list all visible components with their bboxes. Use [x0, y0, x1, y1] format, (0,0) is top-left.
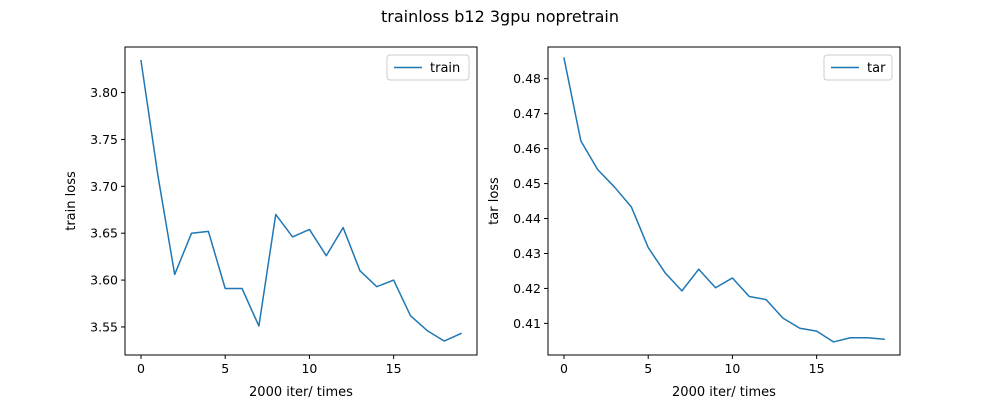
train-axes-frame — [124, 46, 478, 356]
tar-x-tick-label: 0 — [560, 361, 568, 376]
tar-series-line — [563, 57, 885, 343]
train-x-tick-label: 5 — [221, 361, 229, 376]
train-y-tick-label: 3.80 — [90, 85, 118, 100]
train-legend-label: train — [430, 61, 460, 76]
tar-legend: tar — [823, 54, 893, 81]
train-loss-chart: 0 5 10 15 3.55 3.60 3.65 3.70 3.75 3.80 2000 iter/… — [64, 46, 478, 400]
tar-x-tick-label: 15 — [809, 361, 825, 376]
train-y-tick-label: 3.70 — [90, 179, 118, 194]
train-legend: train — [386, 54, 470, 81]
train-x-axis-label: 2000 iter/ times — [249, 385, 353, 400]
tar-x-tick-label: 5 — [644, 361, 652, 376]
tar-y-tick-label: 0.48 — [513, 71, 541, 86]
train-series-line — [140, 59, 462, 342]
figure-suptitle: trainloss b12 3gpu nopretrain — [381, 7, 619, 26]
tar-legend-label: tar — [867, 61, 886, 76]
tar-y-tick-label: 0.43 — [513, 246, 541, 261]
tar-y-tick-label: 0.46 — [513, 141, 541, 156]
train-legend-box — [386, 54, 470, 81]
tar-loss-chart: 0 5 10 15 0.41 0.42 0.43 0.44 0.45 0.46 0.47 0.48 20… — [487, 46, 901, 400]
train-y-tick-label: 3.65 — [90, 226, 118, 241]
train-y-tick-label: 3.55 — [90, 319, 118, 334]
tar-y-tick-label: 0.45 — [513, 176, 541, 191]
train-y-tick-label: 3.60 — [90, 273, 118, 288]
train-y-axis-label: train loss — [64, 171, 79, 231]
tar-y-tick-label: 0.44 — [513, 211, 541, 226]
train-x-tick-label: 15 — [386, 361, 402, 376]
tar-y-tick-label: 0.47 — [513, 106, 541, 121]
train-x-tick-label: 0 — [137, 361, 145, 376]
tar-y-tick-label: 0.41 — [513, 316, 541, 331]
tar-x-tick-label: 10 — [724, 361, 740, 376]
tar-axes-frame — [547, 46, 901, 356]
tar-x-axis-label: 2000 iter/ times — [672, 385, 776, 400]
train-y-tick-label: 3.75 — [90, 132, 118, 147]
tar-y-tick-label: 0.42 — [513, 281, 541, 296]
train-x-tick-label: 10 — [301, 361, 317, 376]
tar-y-axis-label: tar loss — [487, 177, 502, 225]
